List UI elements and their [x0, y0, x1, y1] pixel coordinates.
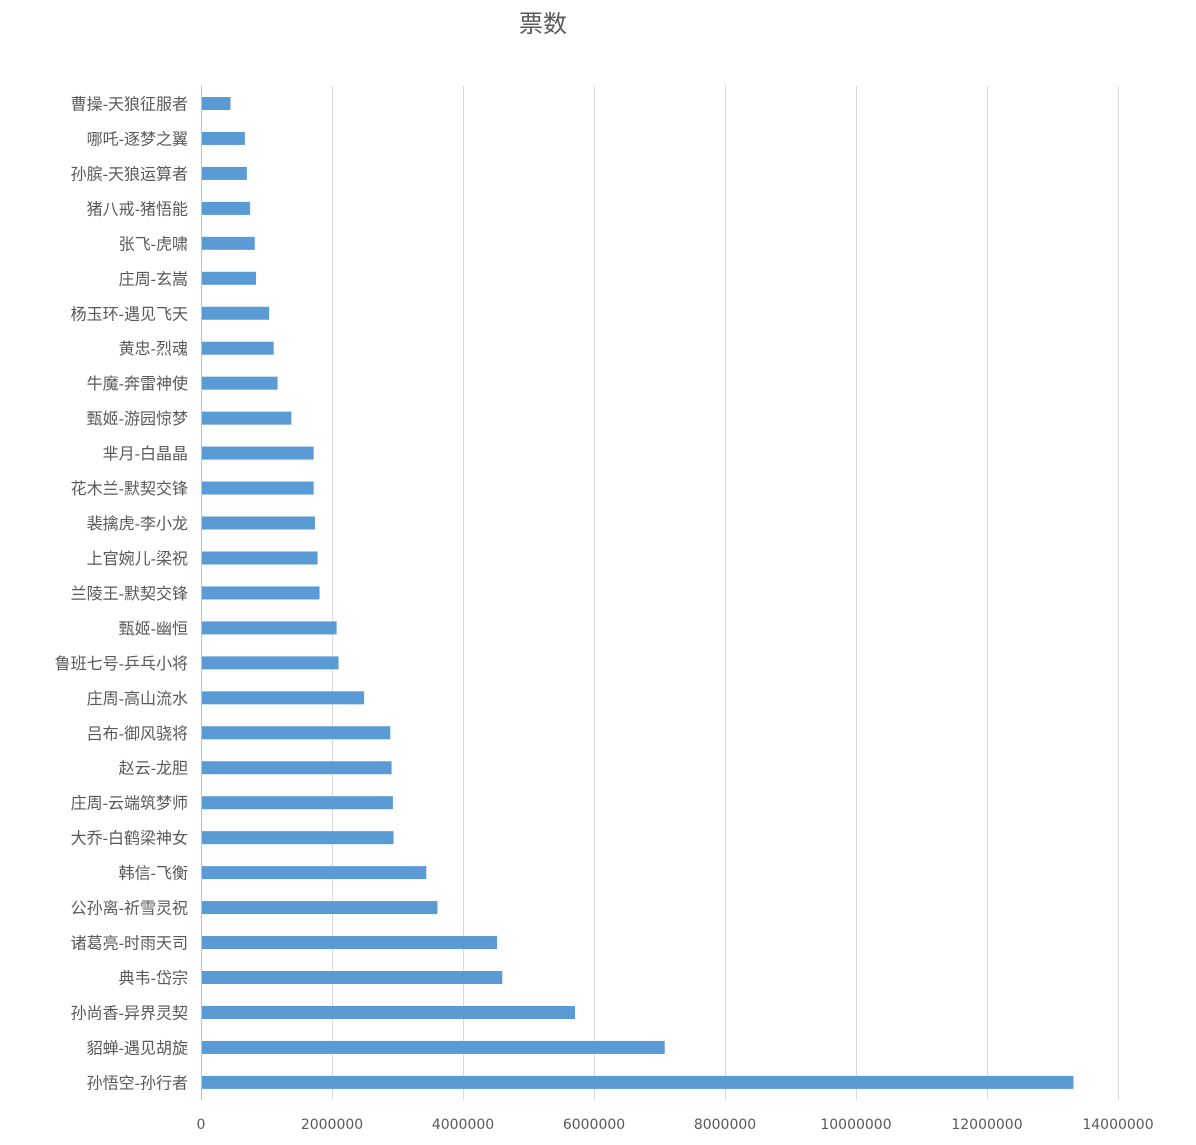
bar: [202, 1075, 1074, 1089]
bar: [202, 971, 503, 984]
x-tick-label: 14000000: [1082, 1117, 1153, 1133]
bar: [202, 376, 278, 390]
category-label: 赵云-龙胆: [119, 759, 188, 778]
bar: [202, 866, 427, 880]
bar: [202, 516, 315, 530]
bar: [202, 341, 274, 355]
chart-title: 票数: [519, 10, 567, 38]
bar: [202, 411, 292, 425]
category-label: 甄姬-游园惊梦: [87, 409, 188, 428]
bar: [202, 97, 231, 110]
bar: [202, 236, 255, 250]
bar: [202, 586, 320, 600]
category-label: 孙悟空-孙行者: [87, 1073, 188, 1092]
bar: [202, 1040, 665, 1054]
bar: [202, 481, 314, 495]
category-label: 韩信-飞衡: [119, 864, 188, 883]
x-tick-label: 10000000: [820, 1117, 891, 1133]
category-label: 花木兰-默契交锋: [71, 479, 188, 498]
bar: [202, 446, 314, 460]
bar: [202, 131, 245, 145]
category-label: 裴擒虎-李小龙: [87, 514, 188, 533]
bar: [202, 901, 438, 915]
category-label: 鲁班七号-乒乓小将: [55, 654, 188, 673]
category-label: 猪八戒-猪悟能: [87, 199, 188, 218]
bars: [202, 97, 1074, 1089]
category-label: 芈月-白晶晶: [103, 444, 188, 463]
bar: [202, 936, 498, 950]
category-label: 诸葛亮-时雨天司: [71, 934, 188, 953]
category-label: 曹操-天狼征服者: [71, 95, 188, 114]
category-label: 孙膑-天狼运算者: [71, 164, 188, 183]
category-label: 大乔-白鹤梁神女: [71, 829, 188, 848]
bar: [202, 796, 393, 810]
bar: [202, 726, 391, 740]
category-label: 貂蝉-遇见胡旋: [87, 1038, 188, 1057]
x-tick-label: 12000000: [951, 1117, 1022, 1133]
x-tick-label: 8000000: [694, 1117, 756, 1133]
bar: [202, 551, 318, 565]
category-label: 庄周-云端筑梦师: [71, 794, 188, 813]
category-label: 杨玉环-遇见飞天: [71, 304, 188, 323]
category-label: 庄周-玄嵩: [119, 269, 188, 288]
category-label: 公孙离-祈雪灵祝: [71, 899, 188, 918]
gridlines: [201, 86, 1119, 1100]
bar: [202, 656, 339, 670]
bar: [202, 1005, 576, 1019]
category-label: 张飞-虎啸: [119, 234, 188, 253]
category-label: 上官婉儿-梁祝: [87, 549, 188, 568]
category-label: 吕布-御风骁将: [87, 724, 188, 743]
category-label: 牛魔-奔雷神使: [87, 374, 188, 393]
category-label: 庄周-高山流水: [87, 689, 188, 708]
bar: [202, 691, 365, 705]
x-tick-label: 0: [197, 1117, 206, 1133]
bar: [202, 621, 337, 635]
category-label: 哪吒-逐梦之翼: [87, 129, 188, 148]
bar: [202, 831, 394, 845]
category-label: 孙尚香-异界灵契: [71, 1003, 188, 1022]
category-label: 黄忠-烈魂: [119, 339, 188, 358]
bar: [202, 201, 251, 215]
category-labels: 曹操-天狼征服者哪吒-逐梦之翼孙膑-天狼运算者猪八戒-猪悟能张飞-虎啸庄周-玄嵩…: [55, 95, 188, 1093]
bar: [202, 271, 257, 285]
bar: [202, 761, 392, 775]
x-tick-labels: 0 2000000 4000000 6000000 8000000 10000000 120…: [197, 1117, 1154, 1133]
category-label: 甄姬-幽恒: [119, 619, 188, 638]
bar: [202, 166, 247, 180]
x-tick-label: 4000000: [432, 1117, 494, 1133]
x-tick-label: 6000000: [563, 1117, 625, 1133]
bar: [202, 306, 270, 320]
category-label: 兰陵王-默契交锋: [71, 584, 188, 603]
category-label: 典韦-岱宗: [119, 969, 188, 988]
x-tick-label: 2000000: [301, 1117, 363, 1133]
